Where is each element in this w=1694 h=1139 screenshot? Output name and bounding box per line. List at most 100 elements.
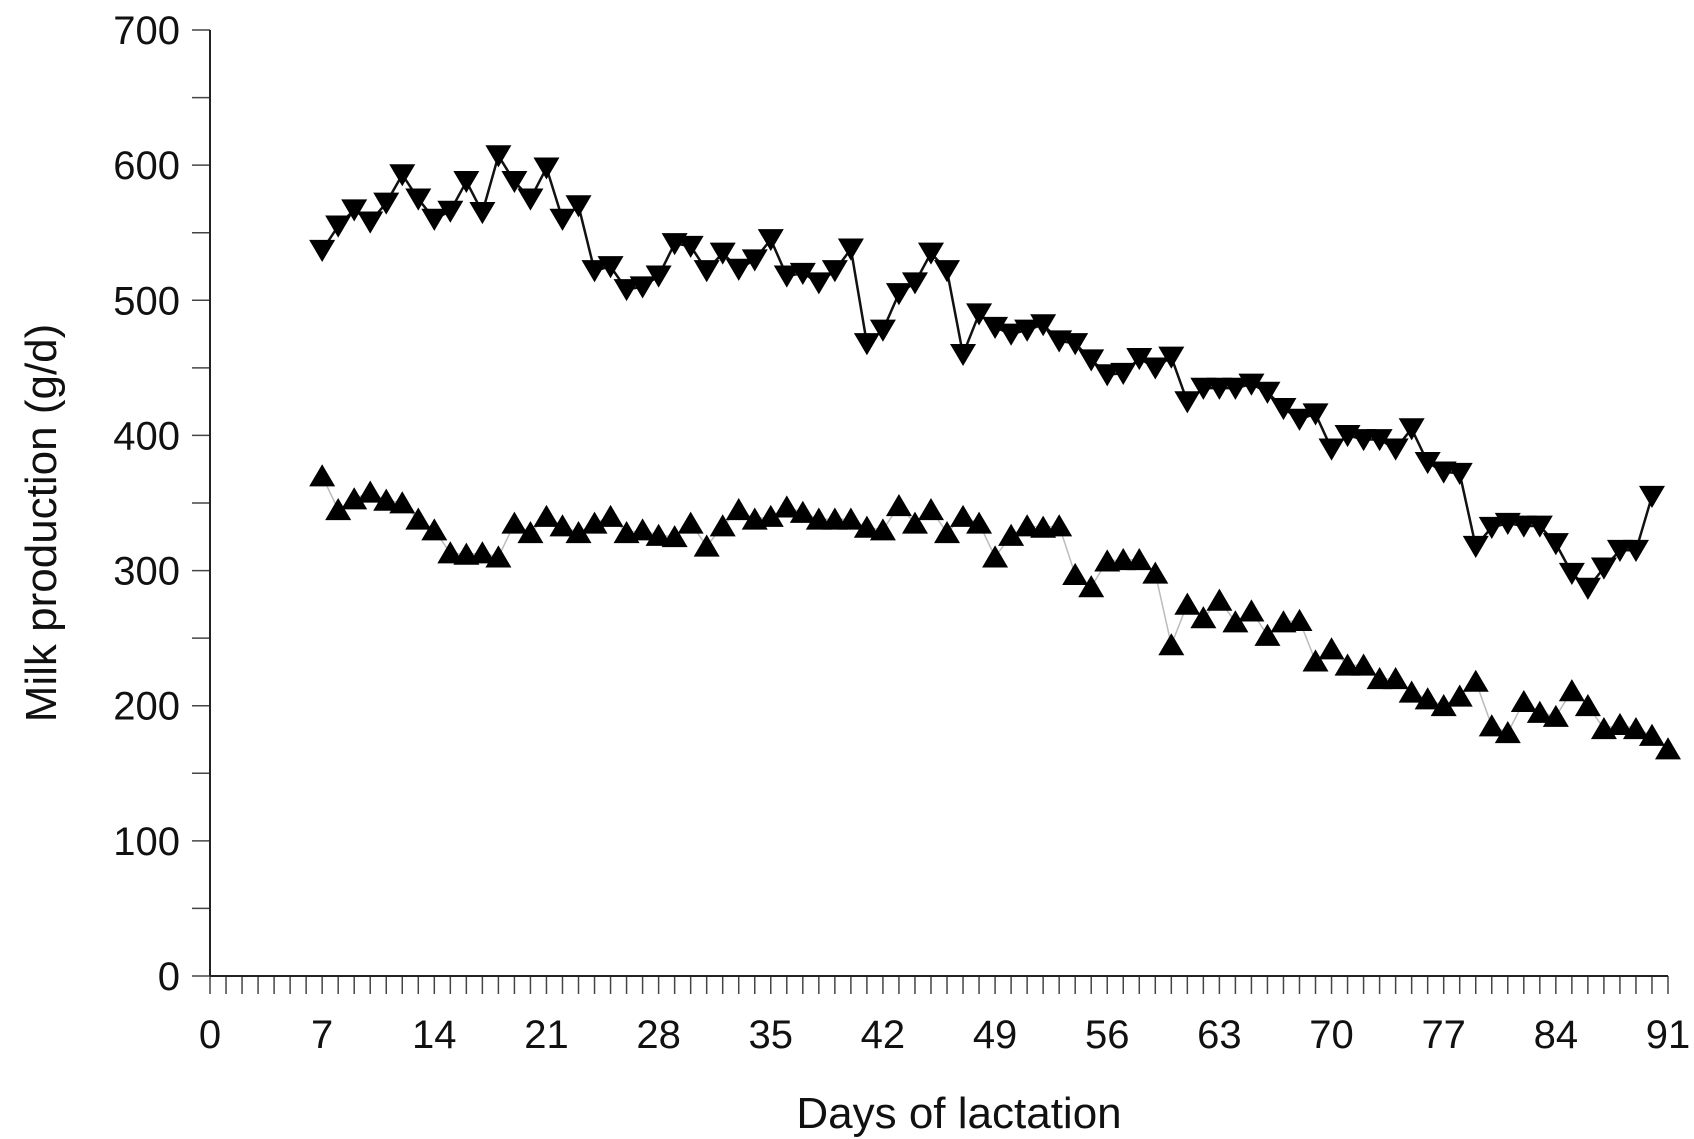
- data-point: [901, 511, 928, 534]
- data-point: [1014, 319, 1041, 342]
- data-point: [1142, 357, 1169, 380]
- data-point: [1606, 712, 1633, 736]
- data-point: [1206, 588, 1233, 611]
- data-point: [1590, 557, 1617, 580]
- data-point: [982, 316, 1009, 340]
- data-point: [453, 170, 480, 194]
- x-axis-title: Days of lactation: [796, 1089, 1121, 1138]
- data-point: [485, 545, 512, 568]
- data-point: [565, 195, 592, 218]
- data-point: [805, 272, 832, 295]
- data-point: [998, 523, 1025, 546]
- data-point: [757, 229, 784, 252]
- data-point: [1302, 403, 1329, 426]
- data-point: [1622, 716, 1649, 740]
- data-point: [998, 323, 1025, 346]
- data-point: [693, 534, 720, 557]
- data-point: [405, 507, 432, 530]
- data-point: [1158, 346, 1185, 369]
- x-tick-label: 63: [1197, 1013, 1242, 1057]
- data-point: [1574, 694, 1601, 717]
- data-point: [437, 541, 464, 564]
- data-point: [693, 260, 720, 283]
- x-tick-label: 21: [524, 1013, 569, 1057]
- data-point: [581, 511, 608, 534]
- data-point: [357, 211, 384, 234]
- data-point: [309, 464, 336, 487]
- data-point: [1286, 608, 1313, 631]
- data-point: [645, 265, 672, 288]
- x-tick-label: 42: [861, 1013, 906, 1057]
- data-point: [405, 188, 432, 211]
- data-point: [1382, 666, 1409, 690]
- data-point: [1302, 649, 1329, 672]
- data-point: [917, 498, 944, 521]
- data-point: [837, 507, 864, 530]
- data-point: [757, 504, 784, 527]
- data-point: [1142, 561, 1169, 584]
- data-point: [373, 192, 400, 215]
- data-point: [1350, 653, 1377, 676]
- data-point: [1638, 485, 1665, 508]
- data-point: [950, 504, 977, 527]
- data-point: [1238, 373, 1265, 396]
- x-axis-ticks: 0 7 14 21 28 35 42 49 56 63 70 77 84 91: [199, 976, 1690, 1057]
- data-point: [1062, 562, 1089, 586]
- data-point: [869, 518, 896, 541]
- data-point: [1478, 714, 1505, 737]
- data-point: [1238, 599, 1265, 622]
- data-point: [1270, 398, 1297, 421]
- data-point: [469, 202, 496, 225]
- data-point: [597, 256, 624, 279]
- data-point: [1174, 592, 1201, 615]
- x-tick-label: 0: [199, 1013, 221, 1057]
- y-tick-label: 700: [113, 9, 180, 53]
- data-point: [1414, 452, 1441, 475]
- data-point: [533, 504, 560, 527]
- data-point: [309, 239, 336, 262]
- data-point: [934, 260, 961, 283]
- data-point: [597, 504, 624, 527]
- y-axis-title: Milk production (g/d): [17, 324, 66, 723]
- data-point: [1510, 689, 1537, 713]
- data-point: [1558, 562, 1585, 585]
- data-point: [1190, 606, 1217, 629]
- data-point: [485, 145, 512, 168]
- data-point: [1158, 633, 1185, 656]
- data-point: [966, 303, 993, 326]
- data-point: [885, 283, 912, 306]
- data-point: [501, 170, 528, 194]
- data-point: [1110, 362, 1137, 385]
- data-point: [1398, 680, 1425, 703]
- data-point: [1078, 349, 1105, 372]
- y-tick-label: 600: [113, 144, 180, 188]
- data-point: [421, 208, 448, 231]
- data-point: [1542, 533, 1569, 556]
- data-point: [1382, 438, 1409, 461]
- data-point: [1526, 700, 1553, 723]
- y-tick-label: 200: [113, 685, 180, 729]
- series-0-line: [321, 152, 1654, 590]
- data-point: [613, 279, 640, 302]
- data-point: [421, 518, 448, 541]
- data-point: [645, 523, 672, 546]
- y-axis-ticks: 0 100 200 300 400 500 600 700: [113, 9, 210, 999]
- data-point: [1174, 391, 1201, 414]
- data-point: [1494, 721, 1521, 744]
- y-tick-label: 100: [113, 820, 180, 864]
- data-point: [709, 242, 736, 265]
- data-point: [1558, 679, 1585, 702]
- data-point: [821, 260, 848, 283]
- x-tick-label: 77: [1421, 1013, 1466, 1057]
- data-point: [950, 343, 977, 367]
- data-point: [1446, 462, 1473, 485]
- data-point: [549, 514, 576, 537]
- y-tick-label: 300: [113, 550, 180, 594]
- data-point: [982, 545, 1009, 568]
- data-point: [1462, 535, 1489, 558]
- data-point: [917, 242, 944, 265]
- data-point: [565, 521, 592, 544]
- data-point: [389, 491, 416, 514]
- data-point: [1462, 669, 1489, 692]
